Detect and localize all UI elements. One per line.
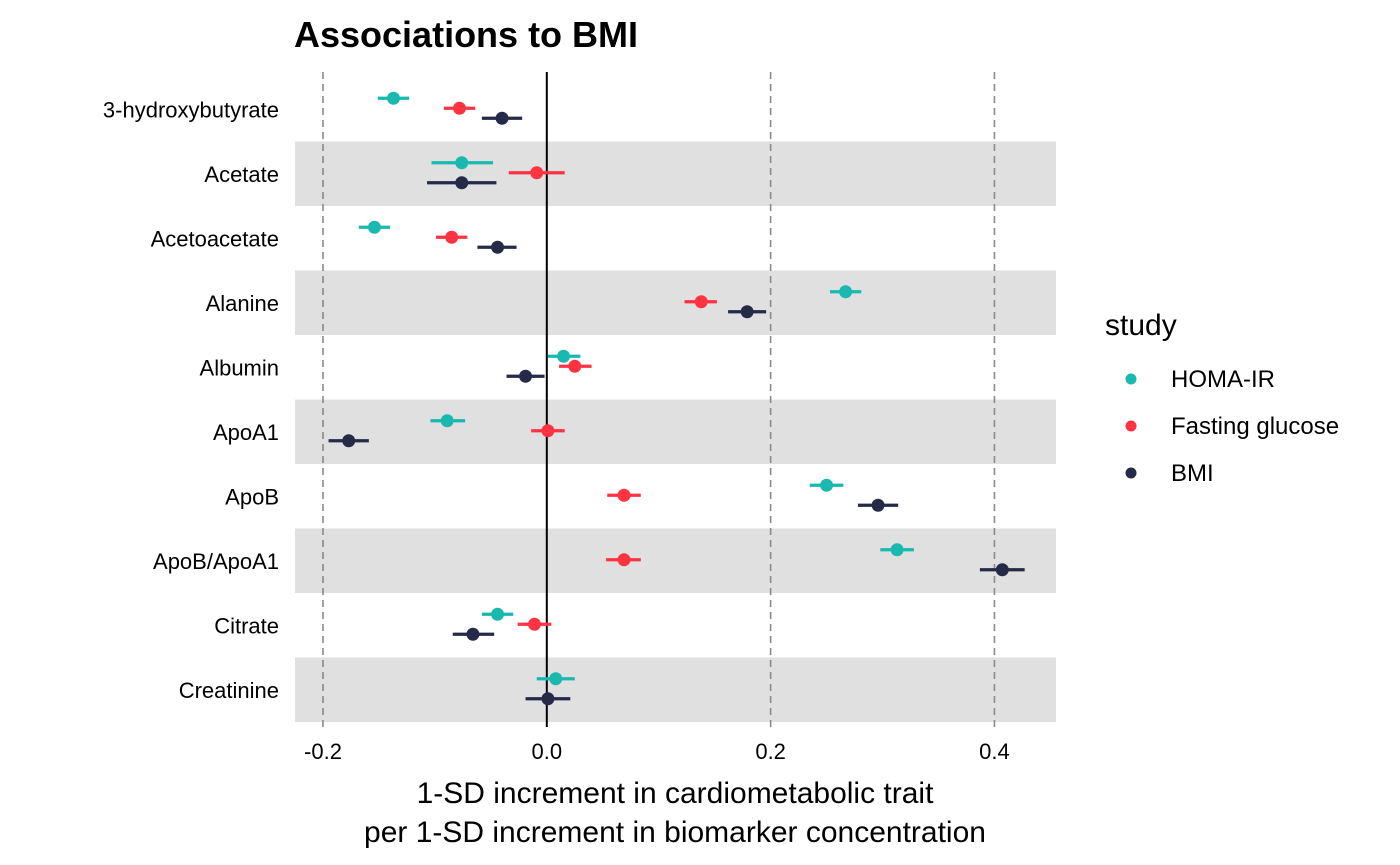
legend-title: study — [1105, 309, 1177, 342]
legend-key-bmi — [1125, 467, 1137, 479]
y-tick-label: Citrate — [214, 613, 279, 638]
chart-title: Associations to BMI — [294, 14, 638, 55]
point-homa-ir — [386, 91, 400, 105]
point-fasting-glucose — [694, 295, 708, 309]
point-bmi — [871, 498, 885, 512]
x-axis-title-line2: per 1-SD increment in biomarker concentr… — [364, 816, 986, 849]
legend-label-homa-ir: HOMA-IR — [1171, 366, 1275, 393]
point-bmi — [740, 305, 754, 319]
point-homa-ir — [820, 478, 834, 492]
point-bmi — [495, 111, 509, 125]
point-fasting-glucose — [617, 488, 631, 502]
point-homa-ir — [455, 156, 469, 170]
row-band — [295, 399, 1056, 464]
point-homa-ir — [367, 220, 381, 234]
x-axis-title-line1: 1-SD increment in cardiometabolic trait — [417, 777, 935, 810]
point-homa-ir — [557, 349, 571, 363]
point-homa-ir — [440, 414, 454, 428]
row-band — [295, 528, 1056, 593]
y-tick-label: ApoB/ApoA1 — [153, 549, 279, 574]
point-fasting-glucose — [530, 166, 544, 180]
point-bmi — [995, 563, 1009, 577]
legend: study HOMA-IR Fasting glucose BMI — [1105, 309, 1339, 487]
y-tick-label: ApoB — [225, 484, 279, 509]
point-fasting-glucose — [453, 101, 467, 115]
y-axis-category-labels: 3-hydroxybutyrate Acetate Acetoacetate Alan… — [103, 97, 279, 703]
point-estimates-with-ci — [328, 91, 1025, 706]
row-band — [295, 270, 1056, 335]
point-bmi — [455, 176, 469, 190]
point-homa-ir — [839, 285, 853, 299]
x-tick-label: 0.2 — [755, 739, 786, 764]
point-bmi — [342, 434, 356, 448]
point-homa-ir — [491, 607, 505, 621]
x-tick-label: 0.4 — [979, 739, 1010, 764]
y-tick-label: Albumin — [200, 355, 279, 380]
point-bmi — [541, 692, 555, 706]
point-fasting-glucose — [568, 359, 582, 373]
y-tick-label: Acetate — [204, 162, 279, 187]
y-tick-label: Alanine — [206, 291, 279, 316]
point-bmi — [491, 240, 505, 254]
point-fasting-glucose — [445, 230, 459, 244]
point-bmi — [466, 627, 480, 641]
legend-items: HOMA-IR Fasting glucose BMI — [1125, 366, 1339, 487]
legend-label-fasting-glucose: Fasting glucose — [1171, 413, 1339, 440]
point-fasting-glucose — [527, 617, 541, 631]
point-homa-ir — [890, 543, 904, 557]
legend-label-bmi: BMI — [1171, 460, 1214, 487]
point-fasting-glucose — [541, 424, 555, 438]
legend-key-fasting-glucose — [1125, 420, 1137, 432]
y-tick-label: 3-hydroxybutyrate — [103, 97, 279, 122]
dashed-gridlines — [322, 72, 996, 727]
point-homa-ir — [549, 672, 563, 686]
x-tick-label: 0.0 — [532, 739, 563, 764]
row-bands — [295, 141, 1056, 722]
row-band — [295, 141, 1056, 206]
legend-key-homa-ir — [1125, 373, 1137, 385]
x-axis-tick-labels: -0.2 0.0 0.2 0.4 — [304, 739, 1010, 764]
point-fasting-glucose — [617, 553, 631, 567]
x-tick-label: -0.2 — [304, 739, 342, 764]
row-band — [295, 657, 1056, 722]
y-tick-label: ApoA1 — [213, 420, 279, 445]
y-tick-label: Creatinine — [179, 678, 279, 703]
point-bmi — [519, 369, 533, 383]
y-tick-label: Acetoacetate — [151, 226, 279, 251]
